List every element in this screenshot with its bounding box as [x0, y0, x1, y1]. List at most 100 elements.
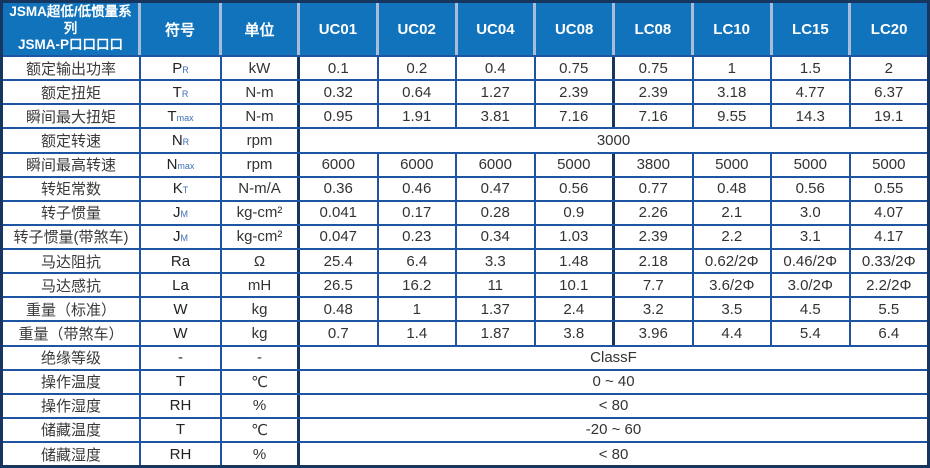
model-header-lc08: LC08 — [615, 3, 694, 55]
spec-value: 0.75 — [533, 57, 613, 80]
spec-value: 5.5 — [848, 298, 928, 321]
row-symbol: RH — [141, 443, 222, 466]
spec-value: 11 — [455, 274, 534, 297]
row-label: 重量（带煞车） — [3, 322, 141, 345]
spec-value: 3.1 — [770, 225, 849, 248]
row-unit: kg — [222, 322, 300, 345]
spec-value: 0.28 — [455, 201, 534, 224]
spec-value: 0.46/2Φ — [770, 250, 849, 273]
spec-value: 0.48 — [691, 177, 771, 200]
spec-value: 1 — [691, 57, 771, 80]
row-symbol: La — [141, 274, 222, 297]
spec-value: 3.18 — [691, 81, 771, 104]
row-label: 瞬间最大扭矩 — [3, 105, 141, 128]
row-label: 马达感抗 — [3, 274, 141, 297]
spec-row: 储藏温度 T ℃ -20 ~ 60 — [3, 416, 927, 441]
row-unit: - — [222, 346, 300, 369]
spec-value: 1.27 — [455, 81, 534, 104]
spec-value: 0.23 — [376, 225, 456, 248]
spec-value: 0.4 — [455, 57, 534, 80]
spec-row: 储藏湿度 RH% < 80 — [3, 441, 927, 466]
row-label: 转子惯量(带煞车) — [3, 225, 141, 248]
spec-row: 绝缘等级 - - ClassF — [3, 344, 927, 369]
spec-value: 4.07 — [848, 201, 928, 224]
spec-value: 3.81 — [455, 105, 534, 128]
spec-value: 5000 — [848, 153, 928, 176]
row-label: 转子惯量 — [3, 201, 141, 224]
spec-value: 0.75 — [612, 57, 692, 80]
spec-value: 3.8 — [533, 322, 613, 345]
spec-value: 5000 — [533, 153, 613, 176]
spec-value: 1.4 — [376, 322, 456, 345]
series-title-line1: JSMA超低/低惯量系列 — [9, 3, 132, 36]
row-unit: kg-cm² — [222, 225, 300, 248]
spec-value: 6.37 — [848, 81, 928, 104]
spec-value: 7.16 — [533, 105, 613, 128]
spec-value: 0.36 — [323, 180, 353, 198]
merged-spec-value: 0 ~ 40 — [592, 373, 635, 391]
row-unit: Ω — [222, 250, 300, 273]
spec-value: 0.17 — [376, 201, 456, 224]
row-symbol: W — [141, 298, 222, 321]
spec-value: 1.87 — [455, 322, 534, 345]
row-unit: % — [222, 443, 300, 466]
spec-value: 4.17 — [848, 225, 928, 248]
spec-value: 2.39 — [612, 225, 692, 248]
row-label: 转矩常数 — [3, 177, 141, 200]
spec-value: 2.2/2Φ — [848, 274, 928, 297]
spec-value: 0.041 — [319, 204, 358, 222]
row-unit: N-m — [222, 105, 300, 128]
spec-value: 3.0/2Φ — [770, 274, 849, 297]
spec-value: 9.55 — [691, 105, 771, 128]
row-symbol: W — [141, 322, 222, 345]
row-unit: kg — [222, 298, 300, 321]
spec-value: 4.4 — [691, 322, 771, 345]
spec-value: 0.46 — [376, 177, 456, 200]
spec-value: 10.1 — [533, 274, 613, 297]
spec-value: 1.5 — [770, 57, 849, 80]
spec-value: 0.77 — [612, 177, 692, 200]
spec-row: 额定扭矩 T R N-m 0.32 0.64 1.27 2.39 2.39 3.18 4.77 6.3… — [3, 79, 928, 104]
spec-value: 0.2 — [376, 57, 456, 80]
row-label: 储藏湿度 — [3, 443, 141, 466]
merged-spec-value: ClassF — [590, 349, 637, 367]
spec-value: 3.5 — [691, 298, 771, 321]
table-header: JSMA超低/低惯量系列 JSMA-P口口口口 符号 单位 UC01 UC02 … — [3, 3, 927, 55]
row-unit: N-m — [222, 81, 300, 104]
model-header-uc01: UC01 — [300, 3, 379, 55]
unit-column-header: 单位 — [222, 3, 300, 55]
spec-value: 0.32 — [323, 83, 353, 101]
spec-value: 3.96 — [612, 322, 692, 345]
row-label: 瞬间最高转速 — [3, 153, 141, 176]
row-symbol: T — [141, 418, 222, 441]
spec-value: 4.77 — [770, 81, 849, 104]
spec-value: 0.47 — [455, 177, 534, 200]
row-label: 绝缘等级 — [3, 346, 141, 369]
spec-value: 3.3 — [455, 250, 534, 273]
spec-value: 6000 — [455, 153, 534, 176]
spec-value: 0.55 — [848, 177, 928, 200]
model-header-lc10: LC10 — [694, 3, 773, 55]
row-unit: kW — [222, 57, 300, 80]
row-unit: N-m/A — [222, 177, 300, 200]
spec-value: 6.4 — [848, 322, 928, 345]
spec-value: 2.26 — [612, 201, 692, 224]
spec-value: 0.56 — [770, 177, 849, 200]
spec-value: 7.16 — [612, 105, 692, 128]
spec-value: 5000 — [770, 153, 849, 176]
row-label: 额定扭矩 — [3, 81, 141, 104]
row-label: 马达阻抗 — [3, 250, 141, 273]
model-header-uc08: UC08 — [536, 3, 615, 55]
model-header-uc02: UC02 — [379, 3, 458, 55]
spec-value: 3.0 — [770, 201, 849, 224]
spec-value: 0.64 — [376, 81, 456, 104]
spec-value: 1.03 — [533, 225, 613, 248]
